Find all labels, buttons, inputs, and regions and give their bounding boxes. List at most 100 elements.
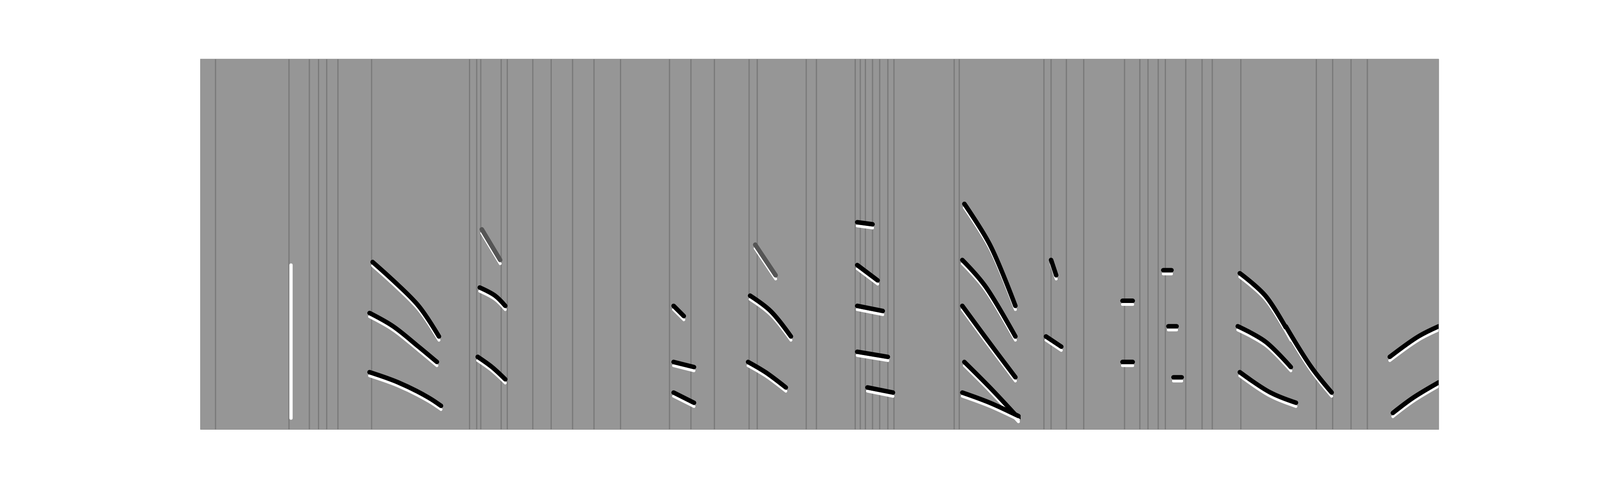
stroke-highlight: [1163, 272, 1172, 276]
vertical-line: [214, 59, 217, 430]
stroke: [1122, 298, 1133, 304]
vertical-line: [748, 59, 750, 430]
vertical-line: [816, 59, 818, 430]
vertical-line: [1139, 59, 1141, 430]
vertical-line: [337, 59, 339, 430]
stroke: [857, 265, 878, 281]
vertical-line: [1065, 59, 1068, 430]
vertical-line: [1124, 59, 1126, 430]
vertical-line: [887, 59, 889, 430]
stroke-highlight: [1173, 379, 1182, 383]
plot-background: [200, 59, 1439, 430]
vertical-line: [879, 59, 881, 430]
vertical-line: [593, 59, 595, 430]
vertical-line: [690, 59, 692, 430]
vertical-line: [1366, 59, 1368, 430]
plot-area: [215, 59, 1439, 430]
stroke-highlight: [372, 265, 439, 341]
stroke: [1051, 260, 1056, 276]
stroke-highlight: [1122, 303, 1133, 307]
stroke: [1237, 326, 1291, 368]
vertical-line: [1185, 59, 1187, 430]
stroke: [867, 387, 893, 393]
vertical-line: [480, 59, 482, 430]
vertical-line: [1350, 59, 1352, 430]
vertical-line: [1211, 59, 1213, 430]
vertical-line: [1050, 59, 1052, 430]
stroke-highlight: [1389, 330, 1439, 362]
stroke-highlight: [1122, 364, 1133, 368]
vertical-line: [571, 59, 574, 430]
stroke-highlight: [1392, 386, 1439, 418]
x-axis: [200, 429, 1440, 430]
vertical-line: [308, 59, 311, 430]
vertical-line: [1332, 59, 1334, 430]
stroke: [1122, 359, 1133, 365]
stroke-highlight: [749, 299, 791, 341]
stroke-highlight: [962, 263, 1016, 341]
stroke-highlight: [962, 396, 1019, 420]
vertical-line: [1083, 59, 1085, 430]
stroke: [962, 260, 1016, 337]
vertical-line: [864, 59, 867, 430]
stroke: [1392, 382, 1439, 414]
vertical-line: [326, 59, 328, 430]
stroke: [372, 262, 439, 337]
vertical-line: [317, 59, 320, 430]
stroke-highlight: [369, 376, 442, 410]
vertical-line: [475, 59, 478, 430]
stroke: [1168, 324, 1177, 329]
stroke: [1163, 267, 1172, 273]
stroke: [673, 392, 695, 403]
stroke: [747, 362, 786, 388]
vertical-line: [1157, 59, 1159, 430]
stroke: [289, 265, 293, 419]
stroke: [1285, 326, 1332, 394]
stroke: [755, 244, 776, 276]
stroke: [1239, 273, 1291, 337]
vertical-line: [468, 59, 471, 430]
stroke-highlight: [747, 365, 786, 392]
stroke: [369, 313, 437, 362]
stroke: [673, 306, 684, 317]
vertical-line: [1164, 59, 1166, 430]
stroke: [1046, 336, 1062, 348]
stroke: [857, 306, 883, 311]
vertical-line: [805, 59, 807, 430]
stroke: [673, 362, 695, 368]
vertical-line: [668, 59, 670, 430]
vertical-line: [550, 59, 552, 430]
vertical-line: [1147, 59, 1149, 430]
axis-line: [200, 59, 201, 430]
chart: [0, 0, 1600, 492]
stroke: [749, 295, 791, 337]
vertical-line: [532, 59, 534, 430]
stroke: [481, 229, 501, 261]
stroke: [857, 222, 873, 225]
stroke: [479, 287, 506, 307]
vertical-line: [506, 59, 508, 430]
y-axis: [200, 59, 201, 430]
vertical-line: [619, 59, 622, 430]
vertical-line: [1043, 59, 1045, 430]
stroke-highlight: [1168, 328, 1177, 332]
vertical-line: [854, 59, 856, 430]
stroke: [369, 372, 442, 407]
vertical-line: [953, 59, 955, 430]
stroke: [857, 352, 889, 357]
vertical-line: [1201, 59, 1203, 430]
vertical-line: [893, 59, 895, 430]
stroke-highlight: [1237, 330, 1291, 372]
stroke: [1173, 375, 1182, 380]
vertical-line: [958, 59, 960, 430]
stroke-highlight: [369, 316, 437, 366]
frame: [200, 59, 1439, 60]
vertical-line: [713, 59, 716, 430]
vertical-line: [859, 59, 861, 430]
stroke: [477, 356, 506, 380]
frame: [1438, 59, 1440, 430]
vertical-line: [871, 59, 874, 430]
stroke: [962, 392, 1019, 416]
stroke: [1239, 372, 1296, 404]
stroke: [1389, 326, 1439, 358]
